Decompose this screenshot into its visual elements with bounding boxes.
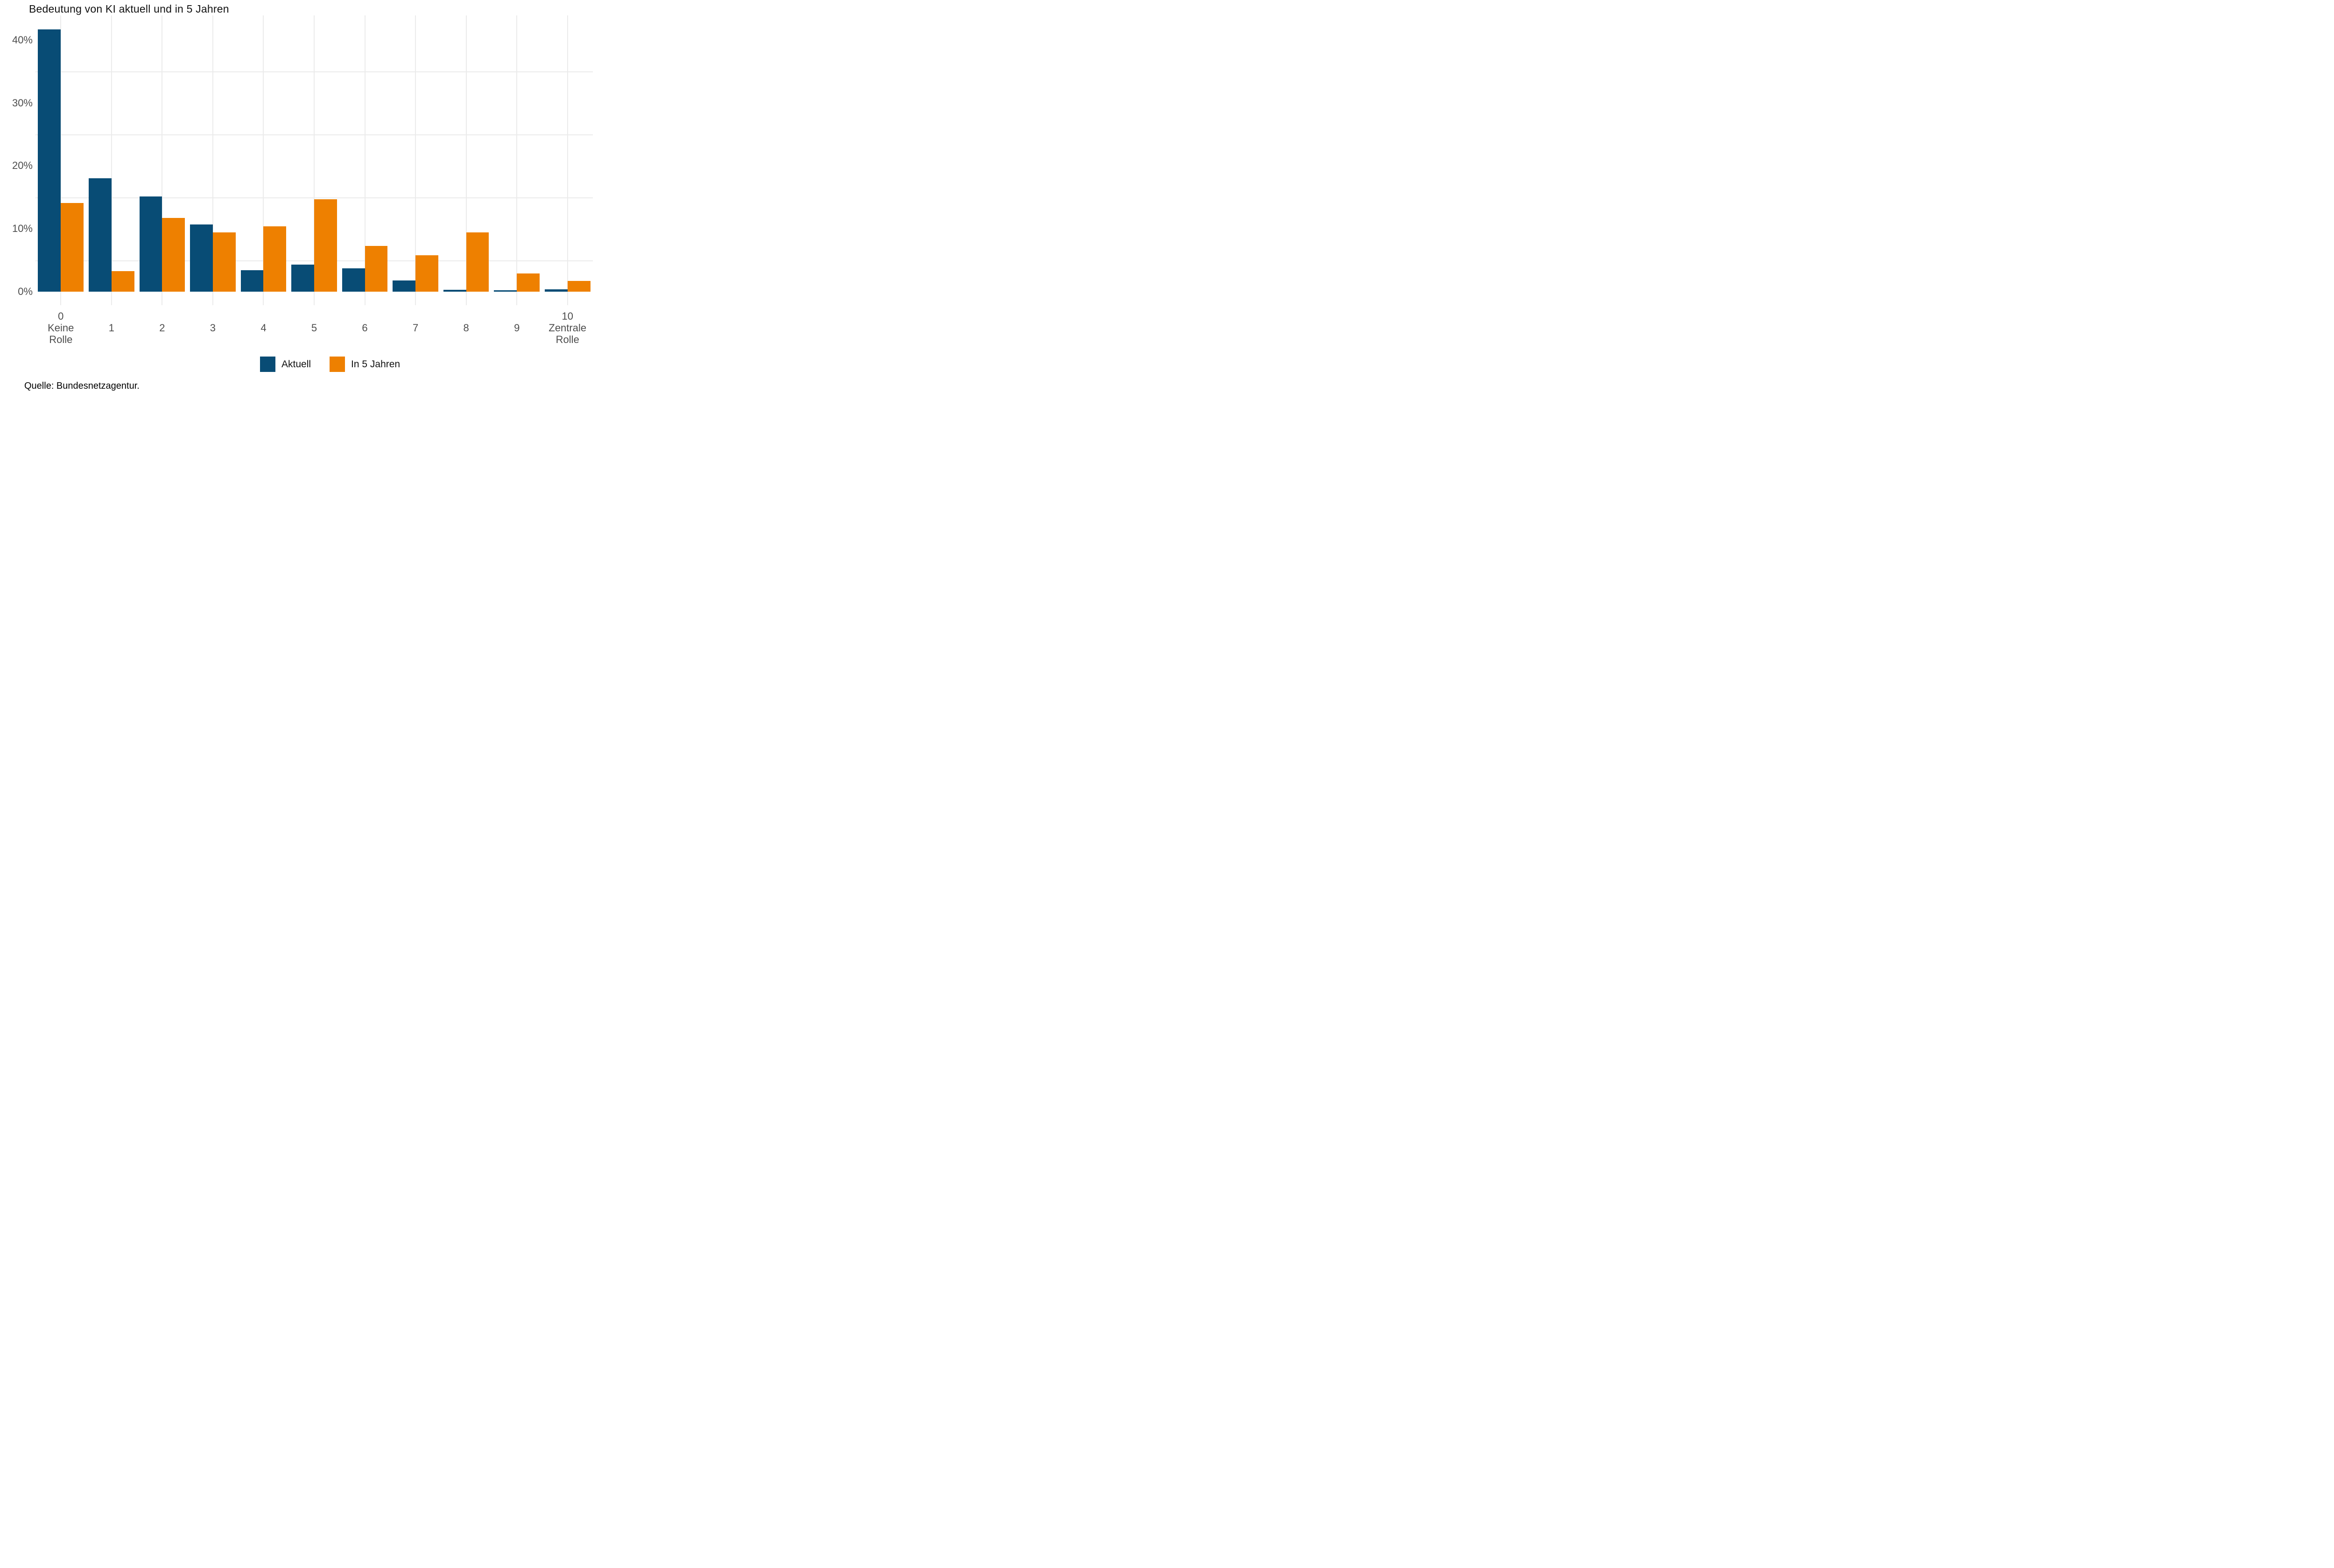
bar-in-5-jahren — [61, 203, 84, 292]
x-tick-label: 0 Keine Rolle — [48, 310, 74, 345]
vertical-gridline — [465, 15, 467, 305]
bar-in-5-jahren — [212, 232, 236, 292]
horizontal-gridline — [35, 134, 593, 135]
x-tick-label: 1 — [108, 322, 114, 334]
x-tick-label: 5 — [311, 322, 317, 334]
bar-in-5-jahren — [162, 218, 185, 292]
bar-aktuell — [240, 270, 264, 292]
x-tick-label: 9 — [514, 322, 520, 334]
bar-aktuell — [190, 224, 213, 292]
bar-in-5-jahren — [365, 245, 388, 292]
bar-group-4 — [238, 15, 289, 292]
y-tick-label: 40% — [12, 34, 33, 46]
x-tick-label: 8 — [463, 322, 469, 334]
vertical-gridline — [567, 15, 568, 305]
vertical-gridline — [111, 15, 112, 305]
chart: Bedeutung von KI aktuell und in 5 Jahren… — [0, 0, 602, 392]
bar-group-0 — [35, 15, 86, 292]
bar-aktuell — [393, 280, 416, 292]
x-tick-label: 6 — [362, 322, 368, 334]
bar-group-8 — [441, 15, 492, 292]
vertical-gridline — [364, 15, 366, 305]
bar-group-7 — [390, 15, 441, 292]
bar-group-6 — [339, 15, 390, 292]
chart-title: Bedeutung von KI aktuell und in 5 Jahren — [29, 3, 229, 15]
vertical-gridline — [314, 15, 315, 305]
legend-swatch-aktuell — [260, 357, 275, 372]
y-tick-label: 0% — [18, 286, 33, 297]
bar-group-1 — [86, 15, 137, 292]
vertical-gridline — [516, 15, 518, 305]
vertical-gridline — [212, 15, 213, 305]
bar-in-5-jahren — [415, 255, 438, 292]
plot-panel — [35, 15, 593, 305]
bar-aktuell — [443, 289, 466, 292]
horizontal-gridline — [35, 71, 593, 73]
bar-group-3 — [188, 15, 239, 292]
bar-aktuell — [38, 29, 61, 292]
x-tick-label: 4 — [260, 322, 267, 334]
bar-group-5 — [289, 15, 340, 292]
source-note: Quelle: Bundesnetzagentur. — [24, 381, 140, 391]
x-tick-label: 2 — [159, 322, 165, 334]
legend-label: Aktuell — [281, 358, 311, 370]
bar-aktuell — [342, 268, 365, 292]
x-axis: 0 Keine Rolle 1 2 3 4 5 6 7 8 9 10 Zentrale Rolle — [35, 308, 593, 347]
bar-in-5-jahren — [466, 232, 489, 292]
bar-group-2 — [137, 15, 188, 292]
bar-aktuell — [544, 289, 568, 292]
y-tick-label: 30% — [12, 97, 33, 109]
bar-aktuell — [88, 178, 112, 292]
legend-item: In 5 Jahren — [330, 357, 400, 372]
vertical-gridline — [263, 15, 264, 305]
y-tick-label: 20% — [12, 160, 33, 172]
vertical-gridline — [415, 15, 416, 305]
x-tick-label: 10 Zentrale Rolle — [548, 310, 587, 345]
y-tick-label: 10% — [12, 223, 33, 235]
bar-in-5-jahren — [567, 281, 591, 292]
bar-group-10 — [542, 15, 593, 292]
legend-label: In 5 Jahren — [351, 358, 401, 370]
bar-in-5-jahren — [314, 199, 337, 292]
bar-in-5-jahren — [263, 226, 287, 292]
bar-in-5-jahren — [111, 271, 134, 292]
bar-group-9 — [492, 15, 542, 292]
legend-swatch-in-5-jahren — [330, 357, 345, 372]
legend: Aktuell In 5 Jahren — [260, 357, 400, 372]
horizontal-gridline — [35, 197, 593, 198]
bar-aktuell — [291, 265, 314, 292]
bar-groups — [35, 15, 593, 292]
bar-aktuell — [494, 290, 517, 292]
vertical-gridline — [60, 15, 62, 305]
bar-aktuell — [139, 196, 162, 292]
bar-in-5-jahren — [517, 273, 540, 292]
x-tick-label: 7 — [412, 322, 419, 334]
x-tick-label: 3 — [210, 322, 216, 334]
legend-item: Aktuell — [260, 357, 311, 372]
